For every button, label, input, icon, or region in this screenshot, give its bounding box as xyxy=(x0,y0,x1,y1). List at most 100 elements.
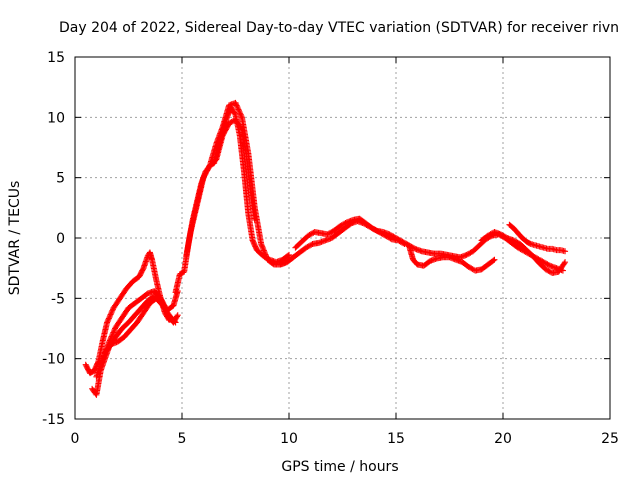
y-tick-label: -5 xyxy=(51,291,65,307)
data-point xyxy=(233,102,240,109)
data-point xyxy=(286,251,292,258)
data-point xyxy=(401,241,408,248)
data-point xyxy=(486,231,493,238)
data-point xyxy=(387,235,394,242)
y-axis-label: SDTVAR / TECUs xyxy=(7,181,23,296)
data-point xyxy=(372,226,379,233)
data-point xyxy=(228,118,235,125)
data-point xyxy=(308,241,315,248)
data-point xyxy=(104,318,111,325)
data-point xyxy=(382,232,389,239)
data-point xyxy=(502,234,509,241)
data-point xyxy=(381,231,388,238)
data-point xyxy=(107,311,114,318)
data-point xyxy=(304,243,311,250)
y-tick-label: -15 xyxy=(42,412,65,428)
data-point xyxy=(106,337,113,344)
data-point xyxy=(373,227,380,234)
data-point xyxy=(546,268,553,275)
data-point xyxy=(171,318,178,325)
series-satellite-track-10 xyxy=(405,242,498,274)
data-point xyxy=(232,99,239,106)
data-point xyxy=(305,232,312,239)
data-layer xyxy=(82,99,569,398)
data-point xyxy=(540,259,547,266)
data-point xyxy=(108,308,115,315)
data-point xyxy=(514,239,521,246)
series-satellite-track-7 xyxy=(206,99,297,268)
data-point xyxy=(500,232,507,239)
data-point xyxy=(510,237,517,244)
data-point xyxy=(497,231,504,238)
data-point xyxy=(327,229,334,236)
data-point xyxy=(107,312,114,319)
data-point xyxy=(307,231,314,238)
data-point xyxy=(541,259,548,266)
data-point xyxy=(562,259,569,266)
data-point xyxy=(377,229,384,236)
data-point xyxy=(105,316,112,323)
data-point xyxy=(467,264,474,271)
data-point xyxy=(465,263,472,270)
data-point xyxy=(400,240,407,247)
data-point xyxy=(370,226,377,233)
data-point xyxy=(374,228,381,235)
series-satellite-track-11 xyxy=(478,228,569,276)
x-tick-label: 5 xyxy=(178,431,187,447)
data-point xyxy=(375,228,382,235)
data-point xyxy=(108,310,115,317)
data-point xyxy=(234,105,241,112)
data-point xyxy=(397,238,404,245)
data-point xyxy=(383,233,390,240)
data-point xyxy=(174,312,181,319)
x-tick-label: 0 xyxy=(71,431,80,447)
data-point xyxy=(111,326,118,333)
data-point xyxy=(398,239,405,246)
data-point xyxy=(561,260,568,267)
data-point xyxy=(464,251,471,258)
data-point xyxy=(237,111,244,118)
y-tick-label: 10 xyxy=(47,110,65,126)
data-point xyxy=(227,119,234,126)
data-point xyxy=(384,234,391,241)
data-point xyxy=(379,231,386,238)
data-point xyxy=(328,229,335,236)
data-point xyxy=(562,248,569,255)
chart-title: Day 204 of 2022, Sidereal Day-to-day VTE… xyxy=(59,20,619,36)
data-point xyxy=(339,221,346,228)
data-point xyxy=(499,232,506,239)
data-point xyxy=(238,113,245,120)
data-point xyxy=(233,101,240,108)
data-point xyxy=(309,230,316,237)
data-point xyxy=(545,262,552,269)
data-point xyxy=(110,329,117,336)
y-tick-label: 5 xyxy=(56,171,65,187)
data-point xyxy=(338,222,345,229)
data-point xyxy=(463,251,470,258)
data-point xyxy=(236,109,243,116)
data-point xyxy=(468,265,475,272)
data-point xyxy=(485,232,492,239)
data-point xyxy=(284,252,291,259)
series-satellite-track-12 xyxy=(506,221,569,255)
data-point xyxy=(174,313,181,320)
data-point xyxy=(109,332,116,339)
data-point xyxy=(107,336,114,343)
data-point xyxy=(235,106,242,113)
data-point xyxy=(109,330,116,337)
data-point xyxy=(386,234,393,241)
data-point xyxy=(305,243,312,250)
data-point xyxy=(514,244,521,251)
data-point xyxy=(105,315,112,322)
data-point xyxy=(325,230,332,237)
y-tick-label: 15 xyxy=(47,50,65,66)
data-point xyxy=(226,120,233,127)
data-point xyxy=(378,230,385,237)
data-point xyxy=(237,110,244,117)
data-point xyxy=(337,222,344,229)
data-point xyxy=(234,103,241,110)
data-point xyxy=(545,267,552,274)
data-point xyxy=(544,261,551,268)
